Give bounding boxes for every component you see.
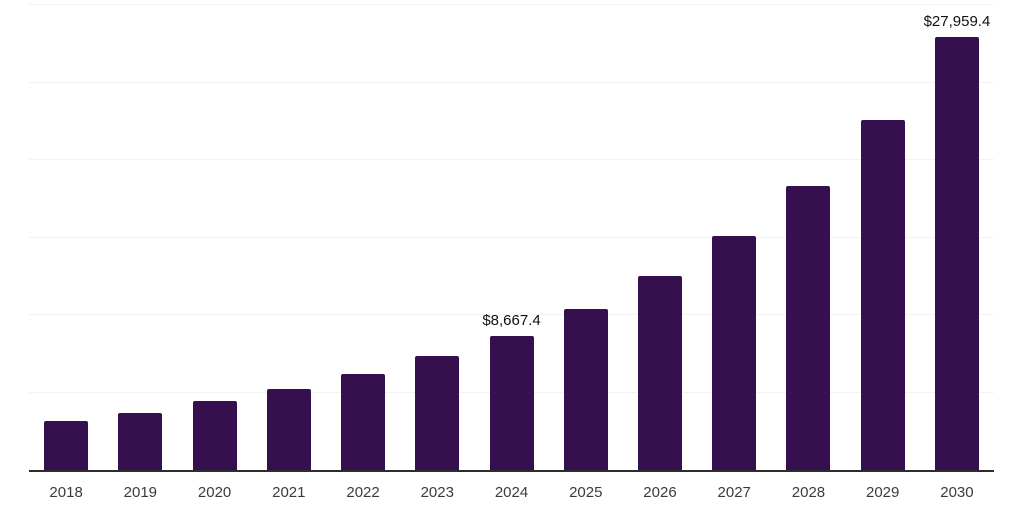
x-axis-label-2023: 2023 — [420, 484, 454, 501]
bar-slot-2028 — [771, 5, 845, 470]
data-label-2024: $8,667.4 — [482, 311, 541, 329]
x-axis-label-2028: 2028 — [791, 484, 826, 501]
gridline — [29, 236, 994, 238]
x-axis-labels: 2018 2019 2020 2021 2022 2023 2024 2025 2026 2027… — [29, 484, 994, 501]
bar-slot-2018 — [29, 5, 103, 470]
x-axis-label-2024: 2024 — [494, 484, 529, 501]
bar-slot-2025 — [549, 5, 623, 470]
bar-2030 — [934, 36, 979, 470]
bars-row: $8,667.4 $27,959.4 — [29, 5, 994, 470]
x-axis-label-2027: 2027 — [717, 484, 751, 501]
bar-slot-2026 — [623, 5, 697, 470]
bar-2020 — [192, 400, 237, 470]
bar-slot-2020 — [177, 5, 251, 470]
bar-2023 — [415, 356, 460, 470]
gridline — [29, 159, 994, 161]
x-axis-label-2025: 2025 — [569, 484, 603, 501]
bar-2021 — [266, 388, 311, 470]
x-axis-label-2026: 2026 — [643, 484, 677, 501]
x-axis-label-2030: 2030 — [940, 484, 974, 501]
gridline — [29, 81, 994, 83]
bar-2028 — [786, 185, 831, 470]
bar-2018 — [44, 421, 89, 470]
bar-2026 — [637, 275, 682, 470]
bar-slot-2019 — [103, 5, 177, 470]
bar-2027 — [712, 236, 757, 470]
bar-slot-2024: $8,667.4 — [474, 5, 548, 470]
bar-2024 — [489, 335, 534, 470]
gridline — [29, 314, 994, 316]
bar-2025 — [563, 309, 608, 470]
plot-area: $8,667.4 $27,959.4 — [29, 4, 994, 470]
bar-slot-2022 — [326, 5, 400, 470]
x-axis-label-2018: 2018 — [49, 484, 83, 501]
gridline — [29, 4, 994, 5]
bar-slot-2029 — [846, 5, 920, 470]
bar-2019 — [118, 412, 163, 470]
data-label-2030: $27,959.4 — [923, 12, 991, 30]
bar-2029 — [860, 120, 905, 470]
x-axis-label-2021: 2021 — [272, 484, 306, 501]
bar-slot-2023 — [400, 5, 474, 470]
bar-slot-2027 — [697, 5, 771, 470]
bar-slot-2030: $27,959.4 — [920, 5, 994, 470]
x-axis-line — [29, 470, 994, 472]
x-axis-label-2019: 2019 — [123, 484, 158, 501]
bar-slot-2021 — [252, 5, 326, 470]
bar-2022 — [341, 373, 386, 470]
x-axis-label-2029: 2029 — [866, 484, 900, 501]
x-axis-label-2020: 2020 — [197, 484, 232, 501]
x-axis-label-2022: 2022 — [346, 484, 380, 501]
